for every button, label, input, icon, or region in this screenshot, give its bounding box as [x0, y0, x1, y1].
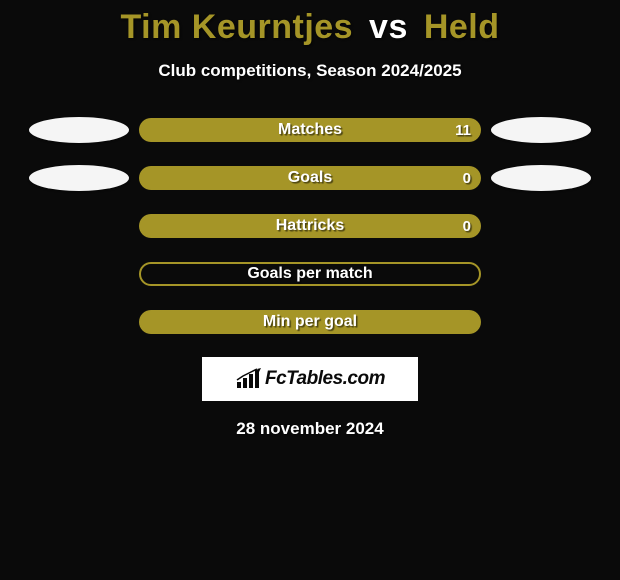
right-ellipse: [491, 165, 591, 191]
stat-bar: Hattricks 0: [139, 214, 481, 238]
stat-label: Hattricks: [276, 217, 344, 235]
stat-right-value: 0: [463, 218, 471, 235]
player1-name: Tim Keurntjes: [120, 8, 353, 46]
stat-row: Goals 0: [0, 165, 620, 191]
stat-bar: Min per goal: [139, 310, 481, 334]
stat-row: Matches 11: [0, 117, 620, 143]
stat-right-value: 0: [463, 170, 471, 187]
left-ellipse: [29, 165, 129, 191]
date-text: 28 november 2024: [0, 419, 620, 439]
stat-row: Goals per match: [0, 261, 620, 287]
comparison-title: Tim Keurntjes vs Held: [0, 0, 620, 47]
stat-label: Min per goal: [263, 313, 357, 331]
stat-bar: Matches 11: [139, 118, 481, 142]
chart-icon: [235, 368, 261, 390]
stat-row: Hattricks 0: [0, 213, 620, 239]
player2-name: Held: [424, 8, 500, 46]
vs-text: vs: [369, 8, 408, 46]
right-ellipse: [491, 117, 591, 143]
stat-label: Matches: [278, 121, 342, 139]
stat-label: Goals: [288, 169, 332, 187]
subtitle: Club competitions, Season 2024/2025: [0, 61, 620, 81]
stat-right-value: 11: [455, 122, 471, 139]
stat-rows: Matches 11 Goals 0 Hattricks 0 Goals per match…: [0, 117, 620, 335]
stat-bar: Goals per match: [139, 262, 481, 286]
stat-label: Goals per match: [247, 265, 372, 283]
stat-row: Min per goal: [0, 309, 620, 335]
stat-bar: Goals 0: [139, 166, 481, 190]
logo-text: FcTables.com: [265, 368, 385, 390]
logo-box: FcTables.com: [202, 357, 418, 401]
left-ellipse: [29, 117, 129, 143]
